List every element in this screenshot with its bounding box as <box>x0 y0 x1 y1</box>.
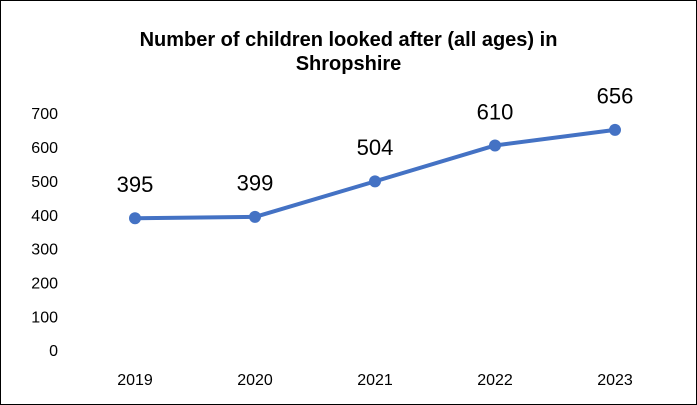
point-marker <box>129 212 141 225</box>
title-box: Number of children looked after (all age… <box>0 28 697 76</box>
point-marker <box>369 175 381 188</box>
x-tick-label: 2019 <box>117 372 153 389</box>
point-marker <box>609 123 621 136</box>
data-label: 656 <box>597 84 634 109</box>
y-tick-label: 0 <box>49 343 58 360</box>
y-tick-label: 200 <box>31 276 58 293</box>
y-tick-label: 700 <box>31 106 58 123</box>
data-label: 395 <box>117 172 154 197</box>
x-tick-label: 2021 <box>357 372 393 389</box>
data-label: 399 <box>237 171 274 196</box>
y-tick-label: 500 <box>31 174 58 191</box>
data-label: 504 <box>357 135 394 160</box>
y-tick-label: 100 <box>31 309 58 326</box>
x-tick-label: 2022 <box>477 372 513 389</box>
point-marker <box>249 210 261 223</box>
x-tick-label: 2023 <box>597 372 633 389</box>
x-tick-label: 2020 <box>237 372 273 389</box>
point-marker <box>489 139 501 152</box>
data-label: 610 <box>477 99 514 124</box>
y-tick-label: 300 <box>31 242 58 259</box>
chart-title: Number of children looked after (all age… <box>139 29 558 75</box>
y-tick-label: 400 <box>31 208 58 225</box>
y-tick-label: 600 <box>31 140 58 157</box>
